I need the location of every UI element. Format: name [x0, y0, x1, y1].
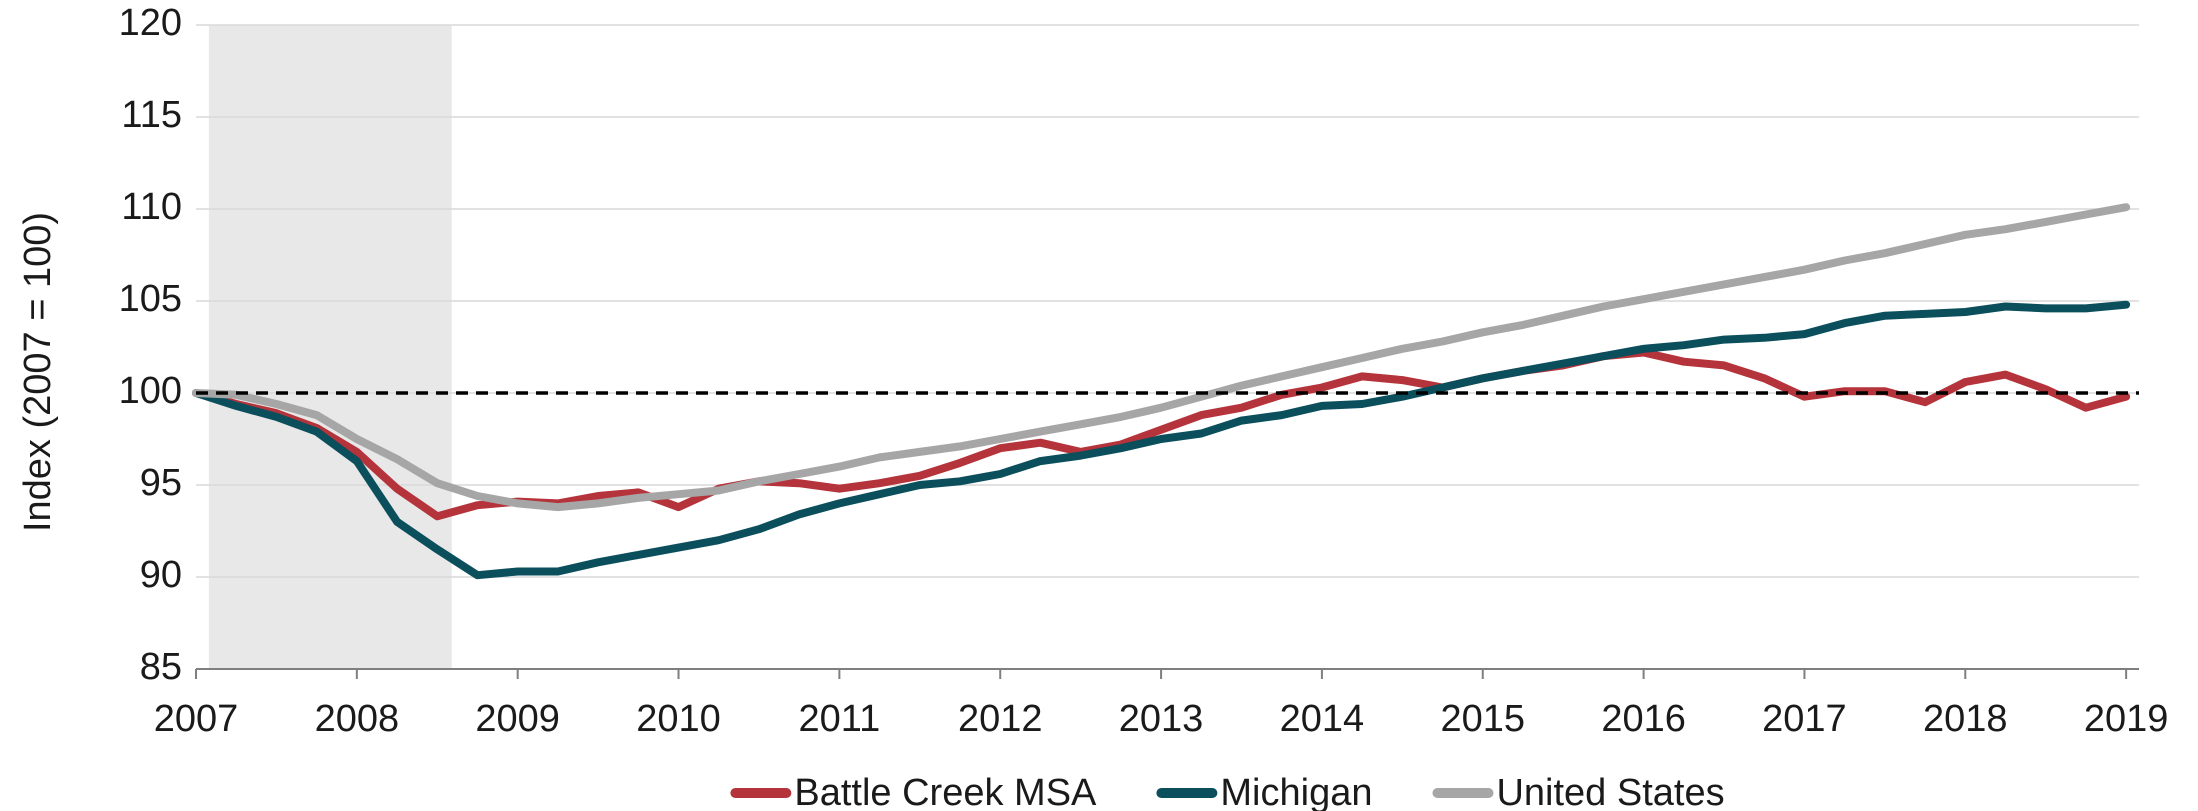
x-tick-label: 2009	[475, 698, 560, 740]
y-tick-label: 90	[140, 554, 182, 596]
x-tick-label: 2011	[799, 698, 881, 740]
y-tick-label: 95	[140, 462, 182, 504]
series-line	[192, 300, 2131, 580]
y-tick-label: 120	[119, 2, 182, 44]
series-line	[192, 203, 2131, 512]
x-tick-label: 2007	[154, 698, 239, 740]
y-tick-label: 115	[121, 94, 182, 136]
y-axis-label: Index (2007 = 100)	[17, 212, 59, 532]
x-tick-label: 2008	[315, 698, 400, 740]
y-tick-label: 105	[119, 278, 182, 320]
x-tick-label: 2012	[958, 698, 1043, 740]
x-tick-label: 2017	[1762, 698, 1847, 740]
x-tick-label: 2010	[636, 698, 721, 740]
series-line	[192, 348, 2131, 521]
legend-label: Michigan	[1220, 772, 1372, 811]
x-tick-label: 2018	[1923, 698, 2008, 740]
x-tick-label: 2016	[1601, 698, 1686, 740]
legend-label: Battle Creek MSA	[794, 772, 1097, 811]
legend: Battle Creek MSA Michigan United States	[730, 772, 1725, 811]
legend-label: United States	[1496, 772, 1724, 811]
x-tick-label: 2019	[2084, 698, 2169, 740]
y-tick-label: 85	[140, 646, 182, 688]
x-tick-label: 2013	[1119, 698, 1204, 740]
recession-shade	[208, 25, 452, 669]
y-tick-label: 100	[119, 370, 182, 412]
y-tick-label: 110	[121, 186, 182, 228]
x-tick-label: 2014	[1280, 698, 1365, 740]
x-tick-label: 2015	[1440, 698, 1525, 740]
